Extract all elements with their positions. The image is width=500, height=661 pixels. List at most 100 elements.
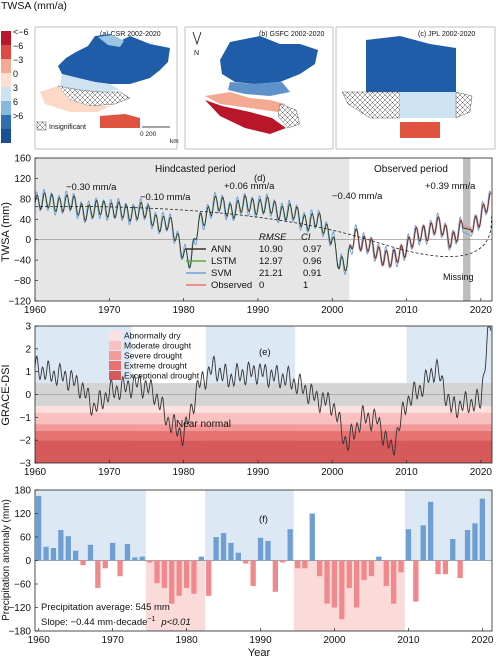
legend-color-segment [1,73,11,87]
legend-tick-label: −6 [13,41,23,51]
hindcast-shade [35,158,350,301]
legend-tick-label: >6 [13,111,23,121]
y-tick-label: −2 [20,436,32,447]
scale-label: 0 200 [140,131,157,138]
map-region-insignificant [341,91,401,119]
x-tick-label: 1980 [175,635,198,646]
panel-d-label: (d) [254,173,266,184]
svm-series-line [34,188,492,276]
precip-bar [383,560,389,586]
drought-band [35,440,492,463]
precip-bar [183,560,190,588]
map-region-peach [40,86,110,112]
insignificant-label: Insignificant [49,124,86,131]
scale-unit: km [170,138,179,145]
precip-bar [457,560,463,579]
precip-bar [243,560,249,564]
precip-bar [235,552,241,561]
precip-bar [339,560,345,620]
north-arrow-icon [192,31,202,46]
missing-label: Missing [443,272,474,282]
precip-bar [95,560,101,588]
x-tick-label: 1980 [172,467,195,478]
x-tick-label: 1990 [249,635,272,646]
map-region-blue [58,34,170,84]
x-tick-label: 2020 [471,635,494,646]
legend-tick-label: 3 [13,83,18,93]
x-tick-label: 2020 [470,305,493,316]
x-tick-label: 1970 [98,467,121,478]
y-tick-label: −3 [20,459,32,470]
precip-bar [391,560,397,604]
y-tick-label: 40 [20,215,32,226]
twsa-legend: TWSA (mm/a) <−6 −6 −3 0 3 6 >6 [1,0,67,143]
trend-1: −0.30 mm/a [66,182,117,193]
legend-tick-label: 0 [13,69,18,79]
precip-bar [294,560,301,569]
panel-d-background [35,158,492,301]
x-tick-label: 1960 [28,635,51,646]
precip-bar [376,556,382,561]
precip-bar [213,537,219,561]
table-header-rmse: RMSE [259,232,287,243]
precip-bar [464,530,471,561]
map-region-darkred [205,100,286,134]
category-label: Abnormally dry [124,331,181,341]
precip-bar [257,537,264,561]
panel-f-bars [36,495,485,620]
table-header-ci: CI [301,232,311,243]
trend-3: +0.06 mm/a [224,181,275,192]
panel-e-x-ticks: 1960 1970 1980 1990 2000 2010 2020 [24,460,492,478]
precip-bar [361,560,367,581]
precip-bar [176,560,182,596]
trend-5: +0.39 mm/a [425,181,476,192]
map-region-red [400,122,440,138]
y-tick-label: 80 [20,194,32,205]
legend-name: LSTM [211,256,236,267]
rmse-value: 10.90 [259,244,283,255]
precip-bar [331,560,338,608]
precip-bar [206,560,212,596]
legend-color-segment [1,129,11,143]
panel-e-y-ticks: 3 2 1 0 −1 −2 −3 [20,322,38,470]
y-tick-label: 120 [14,174,31,185]
slope-text: Slope: −0.44 mm·decade [41,617,147,628]
precip-bar [354,560,360,608]
map-region-insignificant-east [455,91,473,119]
observed-label: Observed period [374,164,448,175]
category-label: Extreme drought [124,361,187,371]
x-tick-label: 1990 [247,467,270,478]
panel-e-label: (e) [259,347,271,358]
legend-color-segment [1,59,11,73]
category-swatch [109,371,121,380]
panel-f-y-ticks: 180 120 60 0 −60 −120 −180 [8,486,38,638]
drought-band [35,431,492,441]
legend-tick-label: −3 [13,55,23,65]
legend-tick-label: 6 [13,97,18,107]
precip-bar [302,560,308,569]
y-tick-label: 0 [25,390,31,401]
precip-bar [65,536,71,561]
precip-bar [191,560,197,594]
precip-bar [117,560,123,577]
precip-bar [428,501,434,561]
legend-name: ANN [211,244,231,255]
legend-tick-label: <−6 [13,27,29,37]
map-title: (b) GSFC 2002-2020 [259,31,324,38]
precip-bar [58,530,64,561]
drought-band [35,405,492,413]
map-region-pale [60,74,120,92]
y-tick-label: −120 [8,603,31,614]
rmse-value: 21.21 [259,268,283,279]
precip-bar [154,560,160,584]
category-swatch [109,331,121,340]
trend-dashed-line [34,205,492,258]
y-tick-label: −180 [8,627,31,638]
x-tick-label: 2010 [395,305,418,316]
y-tick-label: −120 [8,297,31,308]
trend-2: −0.10 mm/a [140,192,191,203]
ci-value: 0.97 [303,244,322,255]
category-label: Exceptional drought [124,371,200,381]
precip-bar [198,556,204,561]
